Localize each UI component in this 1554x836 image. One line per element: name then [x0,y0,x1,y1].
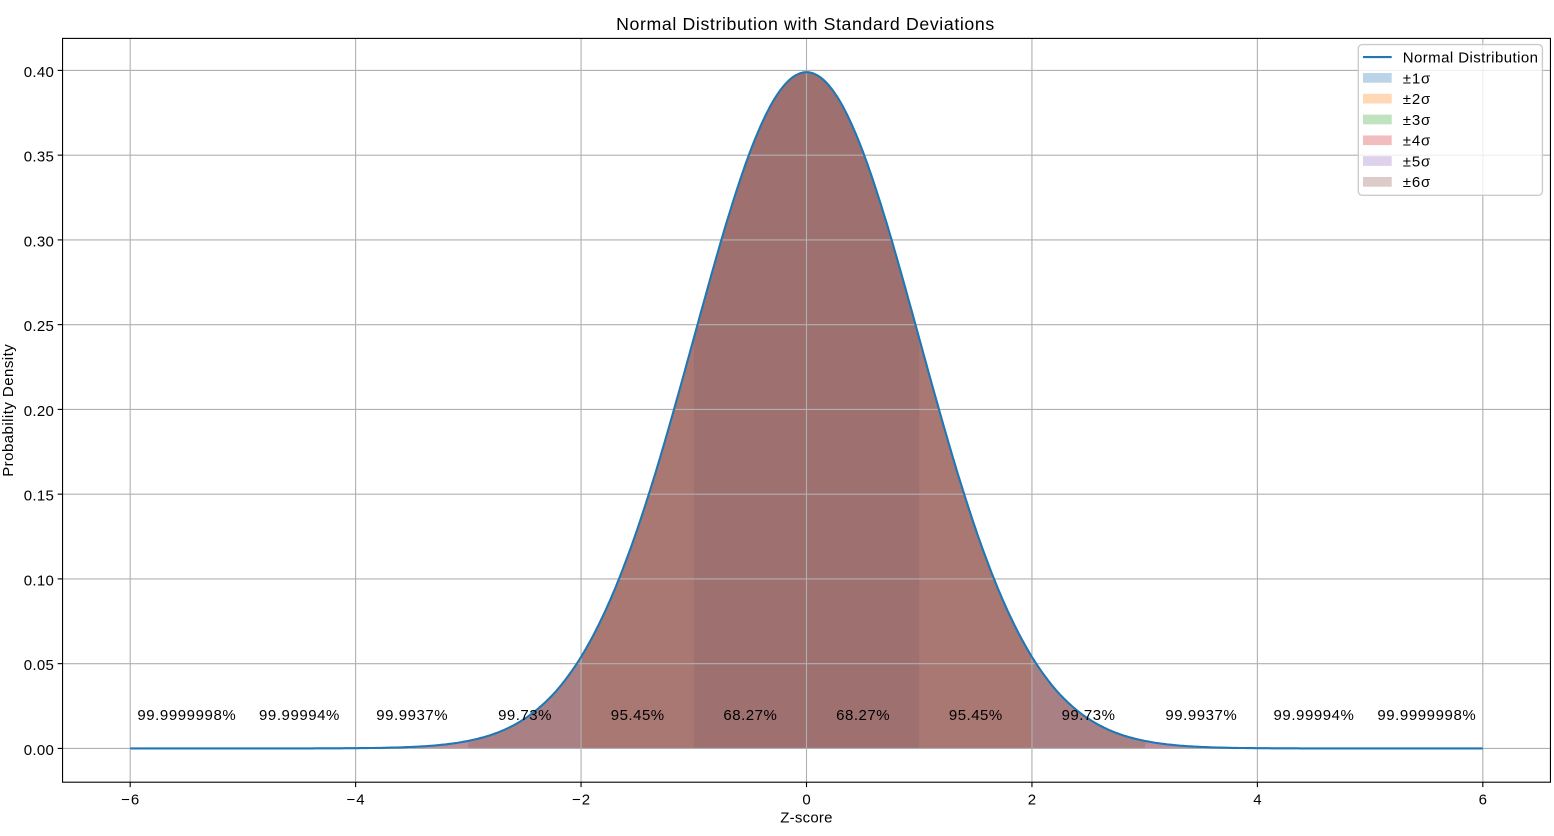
svg-text:0.25: 0.25 [24,318,54,335]
svg-text:99.99994%: 99.99994% [1274,707,1355,724]
svg-text:99.9937%: 99.9937% [1165,707,1237,724]
svg-text:±1σ: ±1σ [1403,70,1432,87]
svg-text:99.9937%: 99.9937% [376,707,448,724]
svg-text:68.27%: 68.27% [723,707,777,724]
svg-text:Normal Distribution: Normal Distribution [1403,50,1539,67]
svg-text:0.30: 0.30 [24,233,54,250]
svg-text:±2σ: ±2σ [1403,91,1432,108]
svg-text:Probability Density: Probability Density [0,344,17,477]
svg-text:99.9999998%: 99.9999998% [137,707,236,724]
svg-text:0.10: 0.10 [24,572,54,589]
svg-text:99.9999998%: 99.9999998% [1377,707,1476,724]
svg-text:Normal Distribution with Stand: Normal Distribution with Standard Deviat… [616,14,995,34]
svg-text:95.45%: 95.45% [949,707,1003,724]
svg-text:0.00: 0.00 [24,742,54,759]
svg-text:0.05: 0.05 [24,657,54,674]
svg-text:99.73%: 99.73% [1062,707,1116,724]
svg-text:99.73%: 99.73% [498,707,552,724]
svg-text:6: 6 [1479,791,1487,808]
svg-text:±3σ: ±3σ [1403,112,1432,129]
svg-text:±5σ: ±5σ [1403,153,1432,170]
svg-text:Z-score: Z-score [780,810,832,827]
svg-text:68.27%: 68.27% [836,707,890,724]
svg-text:−6: −6 [121,791,140,808]
svg-text:−2: −2 [572,791,591,808]
svg-text:0: 0 [802,791,810,808]
svg-text:−4: −4 [347,791,366,808]
svg-text:0.35: 0.35 [24,149,54,166]
svg-text:0.20: 0.20 [24,403,54,420]
svg-text:99.99994%: 99.99994% [259,707,340,724]
svg-text:±6σ: ±6σ [1403,174,1432,191]
svg-text:4: 4 [1253,791,1261,808]
svg-text:0.15: 0.15 [24,488,54,505]
svg-text:±4σ: ±4σ [1403,133,1432,150]
svg-text:95.45%: 95.45% [611,707,665,724]
svg-text:0.40: 0.40 [24,64,54,81]
svg-text:2: 2 [1028,791,1036,808]
